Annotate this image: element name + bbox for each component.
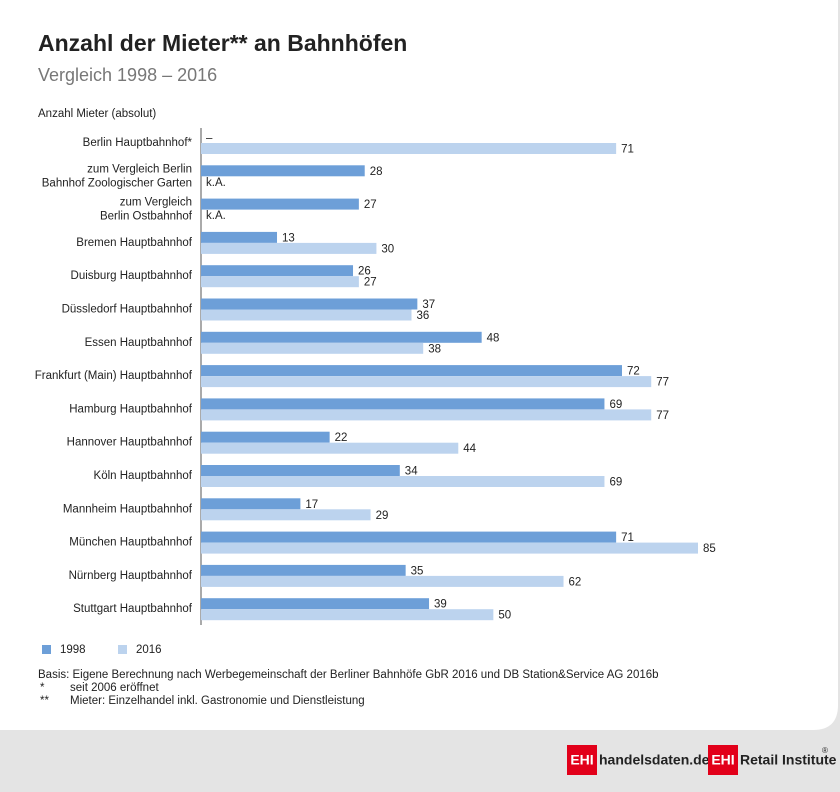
bar: [201, 198, 359, 210]
y-tick-label: Frankfurt (Main) Hauptbahnhof: [35, 370, 193, 382]
value-label: 35: [411, 565, 424, 577]
logo-box-text: EHI: [711, 752, 734, 768]
logo-mark: ®: [822, 746, 828, 755]
bar: [201, 531, 617, 543]
value-label: 22: [335, 432, 348, 444]
axis-label: Anzahl Mieter (absolut): [38, 108, 156, 120]
y-tick-label: Mannheim Hauptbahnhof: [63, 503, 193, 515]
value-label: 29: [376, 510, 389, 522]
value-label: 27: [364, 277, 377, 289]
y-tick-label: Köln Hauptbahnhof: [94, 470, 193, 482]
chart-title: Anzahl der Mieter** an Bahnhöfen: [38, 30, 407, 56]
y-tick-label: Essen Hauptbahnhof: [85, 337, 193, 349]
bar: [201, 442, 459, 454]
footnote-text: seit 2006 eröffnet: [70, 682, 159, 694]
y-tick-label: Hamburg Hauptbahnhof: [69, 403, 193, 415]
footnote-text: Mieter: Einzelhandel inkl. Gastronomie u…: [70, 695, 365, 707]
bar: [201, 165, 365, 177]
bar: [201, 331, 482, 343]
value-label: 17: [305, 499, 318, 511]
chart-subtitle: Vergleich 1998 – 2016: [38, 65, 217, 85]
bar: [201, 609, 494, 621]
logo-box-text: EHI: [570, 752, 593, 768]
bar: [201, 409, 652, 421]
value-label: 30: [381, 243, 394, 255]
value-label: 50: [498, 610, 511, 622]
value-label: 77: [656, 377, 669, 389]
value-label: 28: [370, 166, 383, 178]
bar: [201, 498, 301, 510]
y-tick-label: Bahnhof Zoologischer Garten: [42, 177, 192, 189]
y-tick-label: Berlin Ostbahnhof: [100, 211, 193, 223]
bar: [201, 309, 412, 321]
legend-swatch: [118, 645, 127, 654]
value-label: 38: [428, 343, 441, 355]
value-label: 37: [422, 299, 435, 311]
logo-box: [708, 745, 738, 775]
y-tick-label: Stuttgart Hauptbahnhof: [73, 603, 193, 615]
value-label: 85: [703, 543, 716, 555]
value-label: 13: [282, 232, 295, 244]
y-tick-label: Hannover Hauptbahnhof: [67, 437, 193, 449]
bar: [201, 564, 406, 576]
value-label: 72: [627, 366, 640, 378]
y-tick-label: Nürnberg Hauptbahnhof: [69, 570, 193, 582]
bar: [201, 298, 418, 310]
bar: [201, 276, 359, 288]
bar: [201, 431, 330, 443]
bar: [201, 265, 354, 277]
value-label: 34: [405, 466, 418, 478]
source: Basis: Eigene Berechnung nach Werbegemei…: [38, 669, 659, 681]
bar: [201, 398, 605, 410]
value-label: 26: [358, 266, 371, 278]
value-label: 44: [463, 443, 476, 455]
value-label: 71: [621, 144, 634, 156]
footnote-mark: *: [40, 682, 45, 694]
bar: [201, 509, 371, 521]
value-label: 69: [609, 477, 622, 489]
value-label: –: [206, 133, 213, 145]
y-tick-label: München Hauptbahnhof: [69, 537, 193, 549]
bar: [201, 143, 617, 154]
y-tick-label: Bremen Hauptbahnhof: [76, 237, 193, 249]
value-label: 27: [364, 199, 377, 211]
y-tick-label: Düssledorf Hauptbahnhof: [62, 304, 193, 316]
bar: [201, 342, 424, 354]
bar: [201, 476, 605, 487]
bar: [201, 542, 698, 554]
y-tick-label: Duisburg Hauptbahnhof: [71, 270, 193, 282]
legend-label: 1998: [60, 644, 86, 656]
value-label: 62: [569, 576, 582, 588]
bar: [201, 231, 278, 243]
value-label: 69: [609, 399, 622, 411]
value-label: k.A.: [206, 210, 226, 222]
bar: [201, 575, 564, 587]
y-tick-label: Berlin Hauptbahnhof*: [83, 137, 193, 149]
bar: [201, 598, 430, 610]
footnote-mark: **: [40, 695, 49, 707]
value-label: 77: [656, 410, 669, 422]
legend-label: 2016: [136, 644, 162, 656]
value-label: 48: [487, 332, 500, 344]
value-label: k.A.: [206, 177, 226, 189]
value-label: 36: [416, 310, 429, 322]
value-label: 39: [434, 599, 447, 611]
y-tick-label: zum Vergleich: [120, 197, 192, 209]
logo-box: [567, 745, 597, 775]
bar: [201, 465, 400, 476]
logo-text: handelsdaten.de: [599, 752, 710, 768]
bar: [201, 365, 622, 377]
bar: [201, 242, 377, 254]
legend-swatch: [42, 645, 51, 654]
bar: [201, 376, 652, 388]
logo-text: Retail Institute: [740, 752, 837, 768]
value-label: 71: [621, 532, 634, 544]
y-tick-label: zum Vergleich Berlin: [87, 163, 192, 175]
